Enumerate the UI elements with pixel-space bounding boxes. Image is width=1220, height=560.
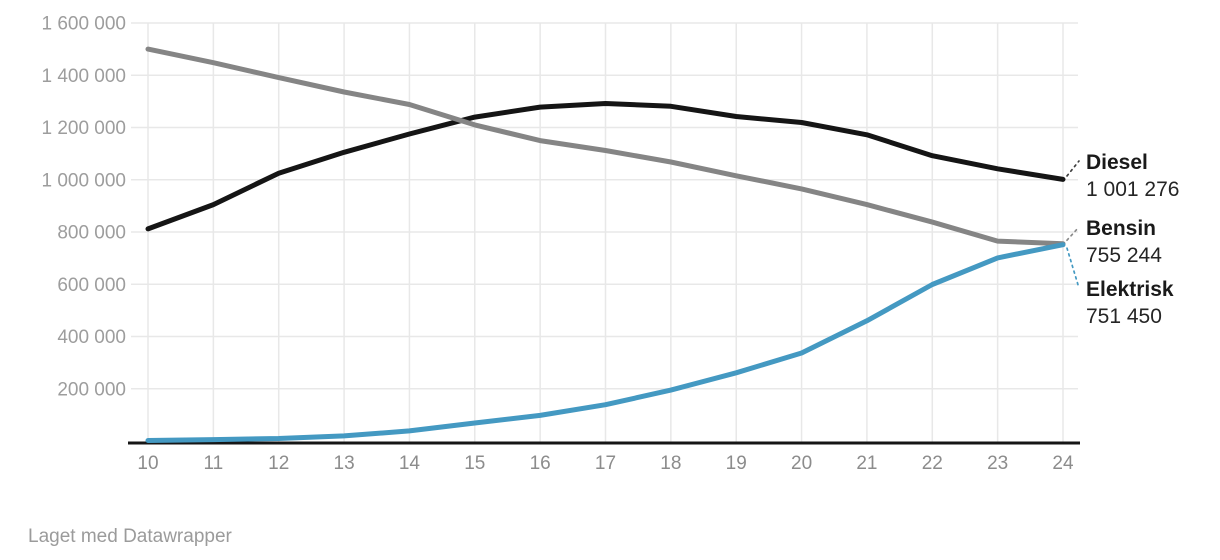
leader-line-diesel xyxy=(1066,160,1080,177)
leader-line-bensin xyxy=(1066,226,1080,242)
x-axis-label: 12 xyxy=(268,453,289,474)
y-axis-label: 600 000 xyxy=(57,275,126,296)
line-chart: 10 11 12 13 14 15 16 17 18 19 20 21 22 23 24 200 000 400… xyxy=(41,14,1179,475)
series-line-bensin[interactable] xyxy=(145,46,1066,247)
series-value-bensin: 755 244 xyxy=(1086,244,1162,267)
y-axis-label: 1 600 000 xyxy=(41,14,126,35)
y-axis-label: 1 000 000 xyxy=(41,170,126,191)
x-axis-label: 10 xyxy=(137,453,158,474)
x-axis-label: 22 xyxy=(922,453,943,474)
attribution: Laget med Datawrapper xyxy=(28,526,232,548)
x-axis-label: 21 xyxy=(856,453,877,474)
y-axis-label: 1 200 000 xyxy=(41,118,126,139)
y-axis-label: 800 000 xyxy=(57,223,126,244)
x-axis-label: 11 xyxy=(203,453,223,474)
series-value-elektrisk: 751 450 xyxy=(1086,305,1162,328)
y-axis-label: 1 400 000 xyxy=(41,66,126,87)
series-value-diesel: 1 001 276 xyxy=(1086,178,1179,201)
x-axis-label: 16 xyxy=(530,453,551,474)
x-axis-label: 13 xyxy=(334,453,355,474)
series-label-bensin: Bensin xyxy=(1086,217,1156,240)
y-axis-label: 200 000 xyxy=(57,379,126,400)
x-axis-label: 18 xyxy=(660,453,681,474)
series-label-elektrisk: Elektrisk xyxy=(1086,278,1174,301)
series-line-elektrisk[interactable] xyxy=(145,242,1066,443)
series-line-diesel[interactable] xyxy=(145,101,1066,232)
x-axis-label: 15 xyxy=(464,453,485,474)
y-axis-label: 400 000 xyxy=(57,327,126,348)
x-axis-label: 17 xyxy=(595,453,616,474)
leader-line-elektrisk xyxy=(1066,247,1080,289)
x-axis-label: 20 xyxy=(791,453,812,474)
attribution-text: Laget med Datawrapper xyxy=(28,526,232,547)
series-label-diesel: Diesel xyxy=(1086,151,1148,174)
x-axis-label: 19 xyxy=(726,453,747,474)
x-axis-label: 24 xyxy=(1052,453,1074,474)
x-axis-label: 14 xyxy=(399,453,421,474)
x-axis-label: 23 xyxy=(987,453,1008,474)
